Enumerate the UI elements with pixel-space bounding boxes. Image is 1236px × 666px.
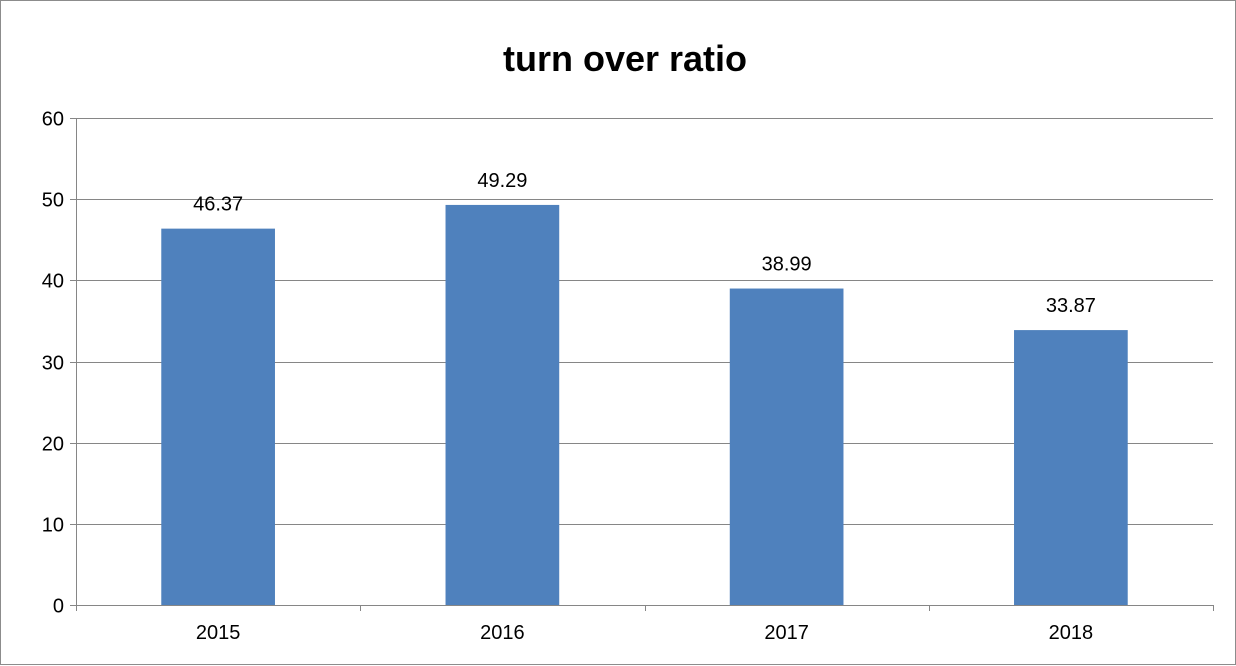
y-tick-label: 30 (42, 353, 64, 375)
y-tick-label: 10 (42, 515, 64, 537)
y-axis: 0 10 20 30 40 50 60 (42, 109, 77, 618)
bars (161, 204, 1128, 605)
data-label-2017: 38.99 (762, 254, 812, 276)
y-tick-label: 60 (42, 109, 64, 131)
x-tick-label-2017: 2017 (764, 622, 809, 644)
data-label-2015: 46.37 (193, 194, 243, 216)
y-tick-label: 50 (42, 190, 64, 212)
x-tick-label-2018: 2018 (1049, 622, 1094, 644)
data-labels: 46.37 49.29 38.99 33.87 (193, 170, 1096, 317)
data-label-2018: 33.87 (1046, 295, 1096, 317)
data-label-2016: 49.29 (477, 170, 527, 192)
y-tick-label: 40 (42, 271, 64, 293)
y-tick-label: 20 (42, 434, 64, 456)
x-tick-label-2016: 2016 (480, 622, 525, 644)
x-axis: 2015 2016 2017 2018 (76, 605, 1214, 644)
chart-title: turn over ratio (503, 38, 747, 79)
x-tick-label-2015: 2015 (196, 622, 241, 644)
y-tick-label: 0 (53, 596, 64, 618)
bar-2015 (161, 228, 275, 605)
bar-2017 (729, 288, 844, 605)
bar-2016 (445, 204, 560, 605)
bar-2018 (1014, 330, 1128, 605)
